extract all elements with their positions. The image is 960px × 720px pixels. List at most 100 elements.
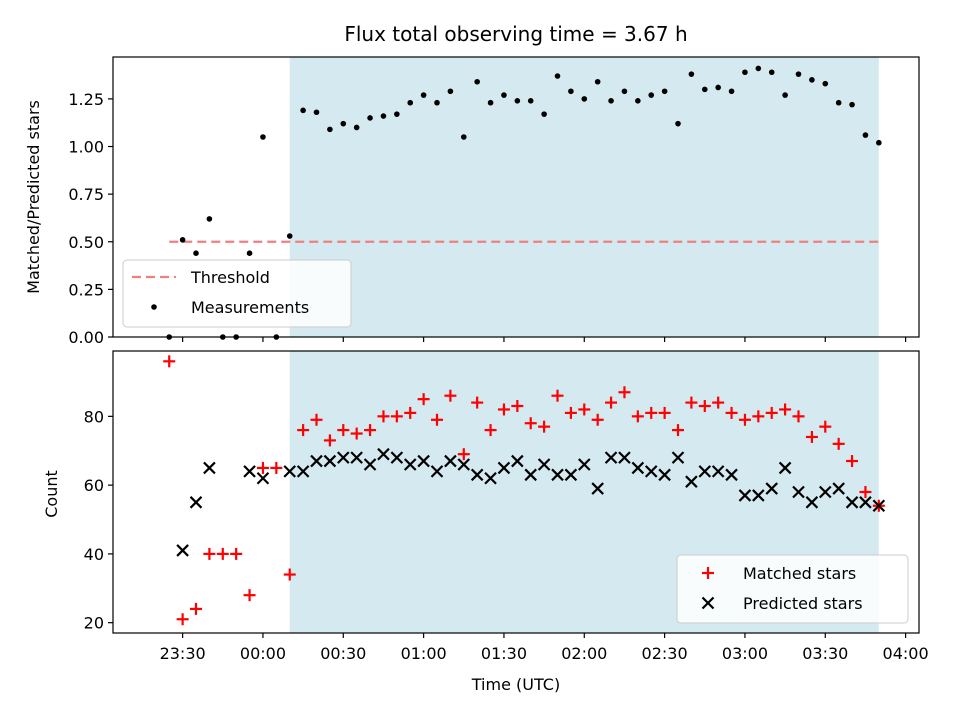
predicted-star-point (644, 465, 658, 478)
measurement-point (876, 139, 882, 146)
measurement-point (501, 92, 507, 98)
predicted-star-point (845, 496, 859, 509)
predicted-star-point (470, 468, 484, 482)
predicted-star-point (591, 482, 604, 495)
measurement-point (260, 134, 266, 140)
matched-star-point (779, 403, 792, 416)
predicted-star-point (698, 465, 712, 478)
measurement-point (434, 99, 440, 106)
top-panel: 0.00 0.25 0.50 0.75 1.00 1.25 Threshold Measure… (68, 56, 920, 347)
predicted-star-point (859, 496, 872, 509)
matched-star-point (578, 403, 591, 416)
measurement-point (487, 99, 494, 106)
measurement-point (728, 88, 735, 95)
matched-star-point (243, 589, 256, 602)
measurement-point (675, 120, 681, 127)
top-ytick-label: 1.25 (68, 90, 104, 109)
measurement-point (862, 132, 869, 138)
top-legend-box (122, 259, 352, 328)
top-legend: Threshold Measurements (122, 259, 352, 328)
legend-measurements-label: Measurements (191, 298, 309, 317)
matched-star-point (564, 406, 577, 419)
predicted-star-point (484, 471, 497, 485)
measurement-point (568, 88, 574, 95)
top-ytick-label: 0.25 (68, 280, 104, 299)
predicted-star-point (176, 544, 189, 557)
matched-star-point (645, 406, 658, 419)
measurement-point (460, 134, 467, 140)
x-tick-label: 02:30 (642, 644, 688, 663)
matched-star-point (337, 424, 350, 437)
matched-star-point (270, 461, 283, 474)
measurement-point (768, 69, 775, 76)
predicted-star-point (537, 458, 551, 471)
matched-star-point (297, 424, 310, 437)
legend-matched-swatch (702, 567, 714, 579)
x-axis-label: Time (UTC) (471, 675, 560, 694)
matched-star-point (377, 410, 390, 423)
measurement-point (327, 126, 333, 133)
measurement-point (193, 250, 199, 256)
measurement-point (835, 99, 842, 106)
bottom-legend: Matched stars Predicted stars (676, 554, 909, 624)
matched-star-point (792, 410, 805, 423)
measurement-point (782, 92, 788, 98)
measurement-point (742, 69, 748, 76)
legend-threshold-label: Threshold (190, 268, 270, 287)
predicted-star-point (497, 461, 511, 475)
predicted-star-point (738, 489, 752, 502)
matched-star-point (859, 486, 872, 498)
predicted-star-point (752, 489, 765, 502)
predicted-star-point (778, 461, 792, 475)
predicted-star-point (363, 458, 377, 471)
predicted-star-point (578, 458, 591, 471)
predicted-star-point (685, 475, 698, 488)
predicted-star-point (792, 485, 805, 499)
matched-star-point (364, 424, 377, 437)
predicted-star-point (725, 468, 738, 482)
predicted-star-point (551, 468, 564, 482)
matched-star-point (404, 406, 417, 419)
bottom-axes-frame (112, 350, 920, 634)
matched-star-point (591, 413, 604, 426)
matched-star-point (738, 413, 751, 426)
predicted-star-point (832, 482, 845, 495)
x-tick-label: 01:30 (481, 644, 527, 663)
matched-star-point (524, 417, 537, 430)
matched-star-point (190, 602, 203, 615)
chart-title: Flux total observing time = 3.67 h (344, 22, 687, 46)
measurement-point (809, 77, 815, 83)
measurement-point (286, 233, 293, 239)
matched-star-point (752, 410, 765, 423)
measurement-point (661, 88, 668, 95)
x-tick-label: 01:00 (401, 644, 447, 663)
predicted-star-point (350, 451, 363, 464)
matched-star-point (605, 396, 618, 409)
matched-star-point (551, 389, 564, 402)
x-tick-label: 03:00 (722, 644, 768, 663)
measurement-point (313, 109, 320, 116)
measurement-point (849, 101, 855, 108)
measurement-point (447, 88, 454, 95)
matched-star-point (484, 424, 497, 437)
matched-star-point (216, 547, 229, 560)
predicted-star-point (256, 471, 270, 485)
matched-star-point (725, 406, 738, 419)
bottom-ytick-label: 80 (84, 407, 104, 426)
measurement-point (514, 98, 521, 104)
predicted-star-point (711, 465, 725, 478)
measurement-point (621, 88, 628, 95)
matched-star-point (805, 430, 818, 443)
x-tick-label: 02:00 (561, 644, 607, 663)
matched-star-point (685, 396, 698, 409)
top-observing-span (289, 57, 879, 337)
matched-star-point (511, 400, 524, 413)
legend-measurements-swatch (151, 304, 157, 310)
bottom-y-axis-label: Count (42, 470, 61, 518)
predicted-star-point (337, 451, 350, 464)
measurement-point (635, 98, 641, 104)
matched-star-point (538, 420, 551, 433)
measurement-point (340, 120, 347, 127)
matched-star-point (819, 420, 832, 433)
